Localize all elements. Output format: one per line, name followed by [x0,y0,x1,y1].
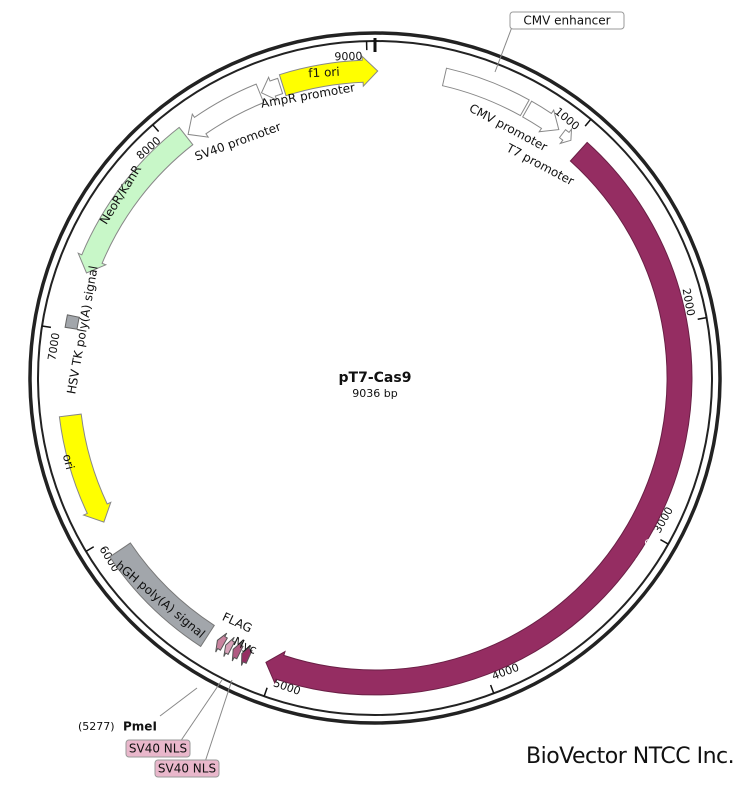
site-position: (5277) [78,720,115,733]
feature [187,83,265,138]
tick-mark [152,124,160,132]
feature [223,636,236,657]
leader [494,26,513,73]
leader [204,679,233,763]
plasmid-size: 9036 bp [352,387,397,400]
label-box [154,759,220,778]
feature [109,542,215,648]
tick-mark [41,325,52,329]
feature [441,67,530,117]
feature-label: hGH poly(A) signal [113,558,208,641]
feature [278,55,379,97]
tick-label: 9000 [334,50,362,64]
tick-mark [85,546,95,552]
feature [231,641,244,662]
size-unit: bp [384,387,398,400]
feature-label: ori [60,453,77,472]
leader [179,679,223,743]
feature-label: SV40 NLS [129,742,187,756]
feature [64,314,80,330]
site-name: PmeI [123,720,157,734]
tick-mark [263,687,268,697]
feature [265,141,693,696]
feature-label: CMV enhancer [523,14,610,28]
feature-label: SV40 NLS [158,762,216,776]
label-box [509,11,625,30]
tick-mark [660,538,669,545]
tick-mark [489,684,495,694]
feature-label: FLAG [220,610,254,636]
feature [77,126,194,274]
tick-mark [697,316,707,320]
backbone-outer [28,31,722,725]
feature [58,413,112,523]
tick-label: 7000 [45,332,62,362]
tick-mark [584,118,592,127]
size-value: 9036 [352,387,380,400]
watermark: BioVector NTCC Inc. [526,744,734,769]
feature [522,100,560,133]
feature-label: HSV TK poly(A) signal [64,265,100,395]
plasmid-name: pT7-Cas9 [339,370,412,386]
feature [260,76,284,101]
feature [241,645,253,666]
label-box [125,739,191,758]
feature-label: f1 ori [308,65,340,81]
feature [558,127,573,145]
feature [215,632,228,653]
leader [159,687,198,717]
